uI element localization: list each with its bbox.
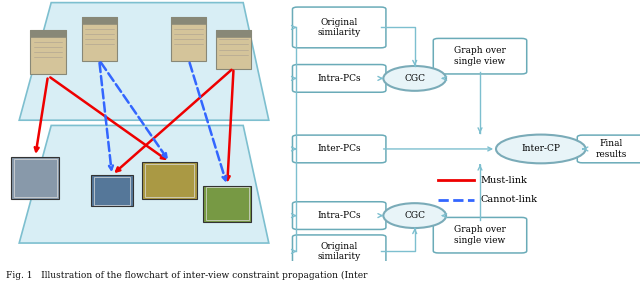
FancyBboxPatch shape [216,30,251,37]
Text: Graph over
single view: Graph over single view [454,225,506,245]
FancyBboxPatch shape [204,185,252,222]
FancyBboxPatch shape [12,157,60,199]
FancyBboxPatch shape [14,159,57,197]
Text: Inter-CP: Inter-CP [522,144,560,153]
Text: Original
similarity: Original similarity [317,242,361,261]
Ellipse shape [383,66,446,91]
FancyBboxPatch shape [292,135,386,163]
Text: Intra-PCs: Intra-PCs [317,211,361,220]
Text: CGC: CGC [404,211,425,220]
Text: Original
similarity: Original similarity [317,18,361,37]
FancyBboxPatch shape [292,202,386,230]
FancyBboxPatch shape [82,17,116,24]
FancyBboxPatch shape [292,65,386,92]
FancyBboxPatch shape [91,175,133,207]
Polygon shape [19,125,269,243]
Text: Intra-PCs: Intra-PCs [317,74,361,83]
FancyBboxPatch shape [292,7,386,48]
Text: Graph over
single view: Graph over single view [454,46,506,66]
FancyBboxPatch shape [216,30,251,69]
FancyBboxPatch shape [31,30,66,37]
FancyBboxPatch shape [93,177,131,205]
FancyBboxPatch shape [172,17,206,24]
FancyBboxPatch shape [433,38,527,74]
Text: CGC: CGC [404,74,425,83]
FancyBboxPatch shape [577,135,640,163]
Text: Inter-PCs: Inter-PCs [317,144,361,153]
FancyBboxPatch shape [31,30,66,74]
FancyBboxPatch shape [145,164,195,197]
FancyBboxPatch shape [172,17,206,62]
Text: Fig. 1   Illustration of the flowchart of inter-view constraint propagation (Int: Fig. 1 Illustration of the flowchart of … [6,271,368,280]
FancyBboxPatch shape [433,217,527,253]
FancyBboxPatch shape [82,17,116,62]
FancyBboxPatch shape [143,162,197,199]
Text: Cannot-link: Cannot-link [480,195,537,204]
FancyBboxPatch shape [292,235,386,268]
Text: Must-link: Must-link [480,176,527,185]
Polygon shape [19,3,269,120]
Text: Final
results: Final results [595,139,627,159]
Ellipse shape [383,203,446,228]
Ellipse shape [496,135,586,163]
FancyBboxPatch shape [206,187,249,220]
